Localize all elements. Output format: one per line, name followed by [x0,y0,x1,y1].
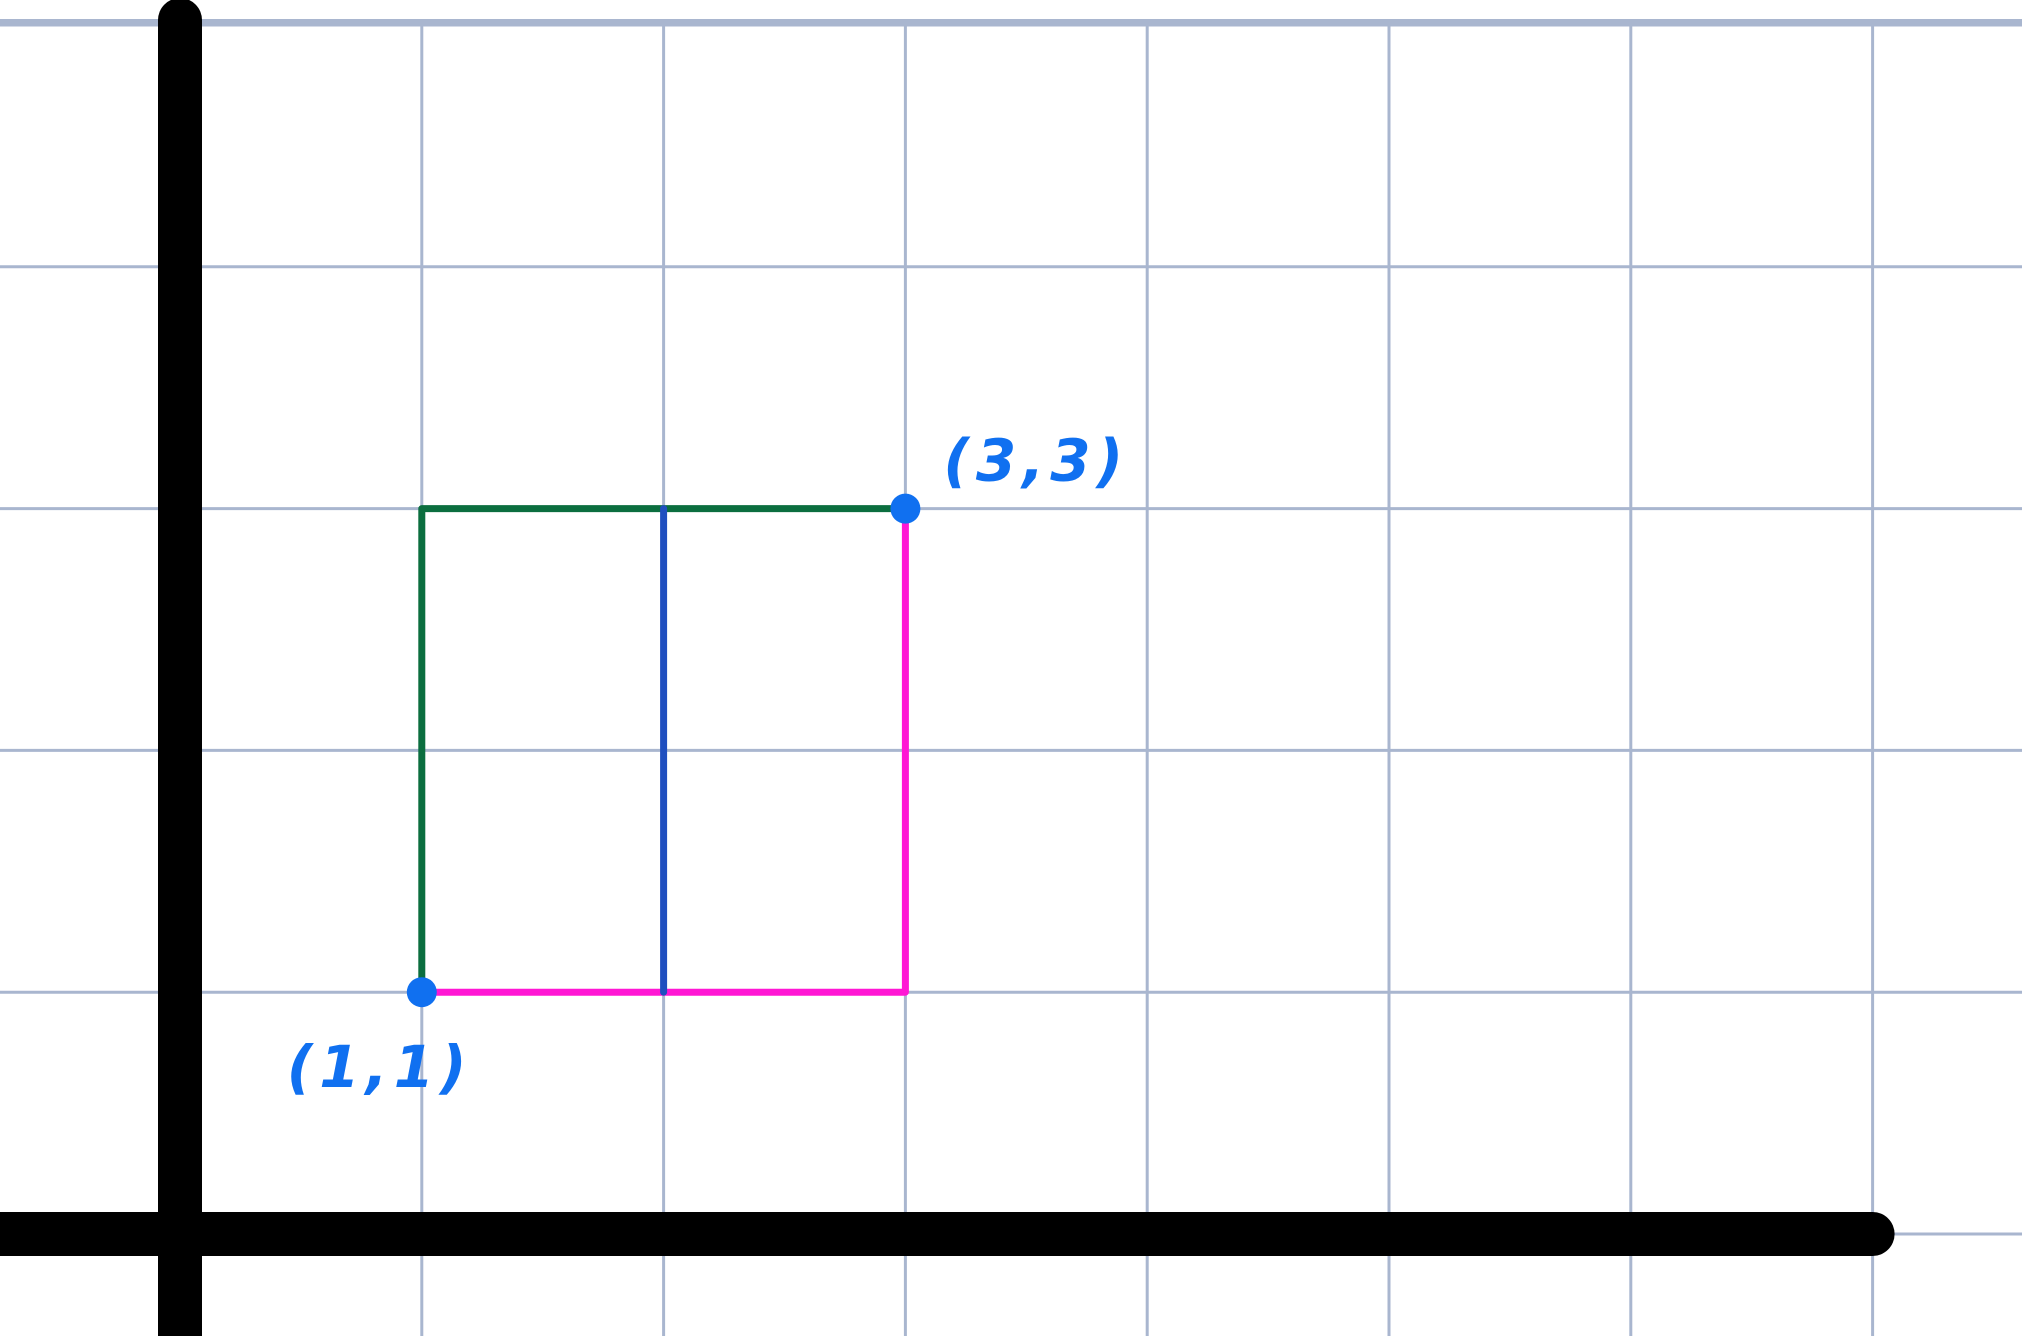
grid-lines [0,19,2022,1336]
points [406,493,921,1008]
magenta-path [418,505,909,996]
paths [418,505,909,996]
point-marker-1 [406,977,437,1008]
point-label-1: (1,1) [287,1033,473,1101]
green-path [418,505,909,996]
axes [0,0,1895,1336]
point-labels: (1,1) (3,3) [287,427,1129,1102]
point-marker-2 [890,493,921,524]
point-label-2: (3,3) [943,427,1129,495]
